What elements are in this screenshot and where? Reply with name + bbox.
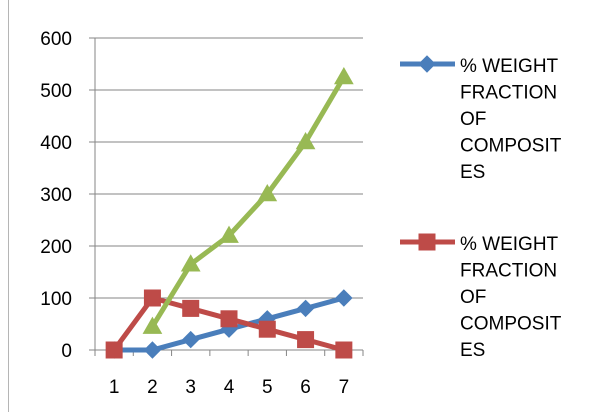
legend-label-line: OF [460,109,486,130]
x-tick-label: 4 [224,377,235,398]
axes: 0 100 200 300 400 500 600 1 2 3 4 5 6 7 [40,29,364,398]
left-border [8,0,9,412]
data-point [142,316,163,334]
legend-label-line: FRACTION [460,83,557,104]
series-2 [105,289,353,359]
legend-label-line: FRACTION [460,261,557,282]
x-tick-label: 3 [185,377,196,398]
legend-item-1: % WEIGHT FRACTION OF COMPOSIT ES [400,55,562,183]
legend-label-line: % WEIGHT [460,234,559,255]
x-tick-label: 7 [339,377,350,398]
x-tick-label: 5 [262,377,273,398]
data-point [258,320,276,338]
legend-label-line: OF [460,287,486,308]
legend-label-line: COMPOSIT [460,136,562,157]
data-point [296,299,315,318]
y-tick-label: 200 [40,237,72,258]
data-point [297,331,315,349]
data-point [335,289,353,307]
x-tick-label: 2 [147,377,158,398]
legend-label-line: ES [460,340,485,361]
legend-label-line: ES [460,162,485,183]
data-point [143,289,161,307]
legend-label-line: % WEIGHT [460,56,559,77]
data-point [182,330,200,349]
data-point [143,341,162,359]
data-point [220,310,238,328]
y-tick-label: 500 [40,81,72,102]
legend-swatch-marker [418,55,436,73]
data-point [180,254,201,272]
legend-item-2: % WEIGHT FRACTION OF COMPOSIT ES [400,233,562,361]
series-3-line [150,75,347,328]
y-tick-label: 300 [40,185,72,206]
x-tick-label: 6 [300,377,311,398]
y-tick-label: 400 [40,133,72,154]
data-point [257,183,278,202]
legend-label-line: COMPOSIT [460,314,562,335]
x-tick-label: 1 [109,377,120,398]
legend: % WEIGHT FRACTION OF COMPOSIT ES % WEIGHT FRAC… [400,55,562,361]
series-layer [105,66,354,359]
series-3 [142,66,354,334]
data-point [219,225,239,243]
y-tick-label: 600 [40,29,72,50]
legend-swatch-marker [418,233,436,251]
y-tick-label: 100 [40,289,72,310]
data-point [105,341,123,359]
data-point [335,341,353,359]
data-point [182,299,200,317]
data-point [333,66,354,85]
data-point [295,131,316,150]
y-tick-label: 0 [61,341,72,362]
